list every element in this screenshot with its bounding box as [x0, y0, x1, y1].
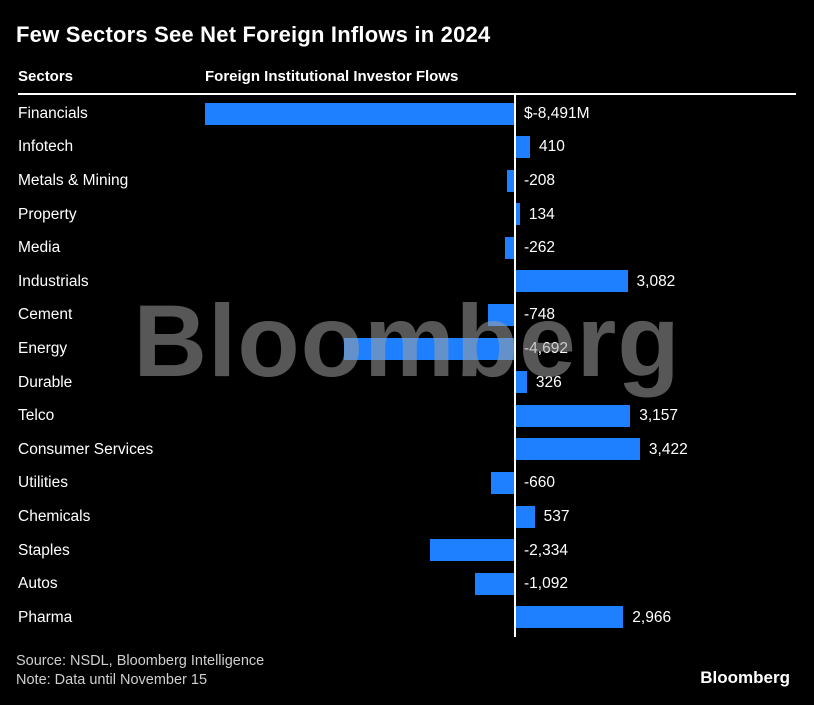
- flow-value: 326: [535, 373, 562, 391]
- sector-label: Infotech: [18, 138, 74, 156]
- bar-row: Utilities -660: [0, 467, 814, 501]
- flow-bar: [515, 438, 640, 461]
- bar-row: Industrials 3,082: [0, 265, 814, 299]
- zero-axis-line: [514, 95, 516, 637]
- source-text: Source: NSDL, Bloomberg Intelligence: [16, 653, 265, 669]
- flow-value: $-8,491M: [524, 104, 590, 122]
- bar-row: Metals & Mining -208: [0, 164, 814, 198]
- bloomberg-logo: Bloomberg: [700, 668, 790, 687]
- flow-value: 3,422: [648, 440, 688, 458]
- flow-bar: [515, 371, 527, 394]
- flow-bar: [205, 102, 515, 125]
- bar-row: Cement -748: [0, 299, 814, 333]
- sector-label: Metals & Mining: [18, 171, 129, 189]
- flow-bar: [505, 236, 515, 259]
- flow-value: -1,092: [524, 575, 568, 593]
- bar-row: Autos -1,092: [0, 567, 814, 601]
- flow-bar: [515, 270, 628, 293]
- flow-bar: [475, 572, 515, 595]
- flow-bar: [515, 505, 535, 528]
- flow-bar: [515, 203, 520, 226]
- sector-label: Media: [18, 239, 61, 257]
- flow-value: -208: [524, 171, 556, 189]
- bar-row: Financials $-8,491M: [0, 97, 814, 131]
- sector-label: Pharma: [18, 608, 73, 626]
- flow-value: 410: [538, 138, 565, 156]
- flow-value: -262: [524, 239, 556, 257]
- bar-rows: Financials $-8,491M Infotech 410 Metals & Mi…: [0, 97, 814, 635]
- bar-row: Consumer Services 3,422: [0, 433, 814, 467]
- sector-label: Energy: [18, 339, 68, 357]
- flow-value: 134: [528, 205, 555, 223]
- sector-label: Utilities: [18, 474, 68, 492]
- bar-row: Telco 3,157: [0, 399, 814, 433]
- flow-bar: [490, 472, 515, 495]
- sector-label: Industrials: [18, 272, 89, 290]
- sector-label: Telco: [18, 407, 55, 425]
- flow-bar: [515, 136, 530, 159]
- bar-row: Property 134: [0, 198, 814, 232]
- flow-value: 3,082: [636, 272, 676, 290]
- source-note: Source: NSDL, Bloomberg Intelligence Not…: [16, 652, 264, 690]
- sector-label: Chemicals: [18, 507, 91, 525]
- flow-bar: [487, 304, 515, 327]
- bar-row: Infotech 410: [0, 131, 814, 165]
- flow-value: 2,966: [632, 608, 672, 626]
- flow-bar: [515, 404, 631, 427]
- sector-label: Consumer Services: [18, 440, 154, 458]
- flow-value: -2,334: [524, 541, 568, 559]
- bar-row: Pharma 2,966: [0, 601, 814, 635]
- bar-row: Energy -4,692: [0, 332, 814, 366]
- flow-bar: [507, 169, 515, 192]
- column-header-sectors: Sectors: [18, 68, 74, 85]
- flow-value: -748: [524, 306, 556, 324]
- flow-bar: [343, 337, 515, 360]
- flow-value: 3,157: [639, 407, 679, 425]
- sector-label: Financials: [18, 104, 88, 122]
- sector-label: Durable: [18, 373, 73, 391]
- flow-value: -660: [524, 474, 556, 492]
- sector-label: Staples: [18, 541, 70, 559]
- flow-value: -4,692: [524, 339, 568, 357]
- sector-label: Property: [18, 205, 77, 223]
- note-text: Note: Data until November 15: [16, 672, 208, 688]
- flow-bar: [429, 539, 515, 562]
- bar-row: Durable 326: [0, 366, 814, 400]
- flow-bar: [515, 606, 624, 629]
- header-divider: [18, 93, 796, 95]
- bar-row: Chemicals 537: [0, 500, 814, 534]
- flow-value: 537: [543, 507, 570, 525]
- bar-row: Media -262: [0, 231, 814, 265]
- bar-row: Staples -2,334: [0, 534, 814, 568]
- chart-title: Few Sectors See Net Foreign Inflows in 2…: [16, 22, 491, 47]
- column-header-flows: Foreign Institutional Investor Flows: [205, 68, 459, 85]
- sector-label: Cement: [18, 306, 73, 324]
- sector-label: Autos: [18, 575, 58, 593]
